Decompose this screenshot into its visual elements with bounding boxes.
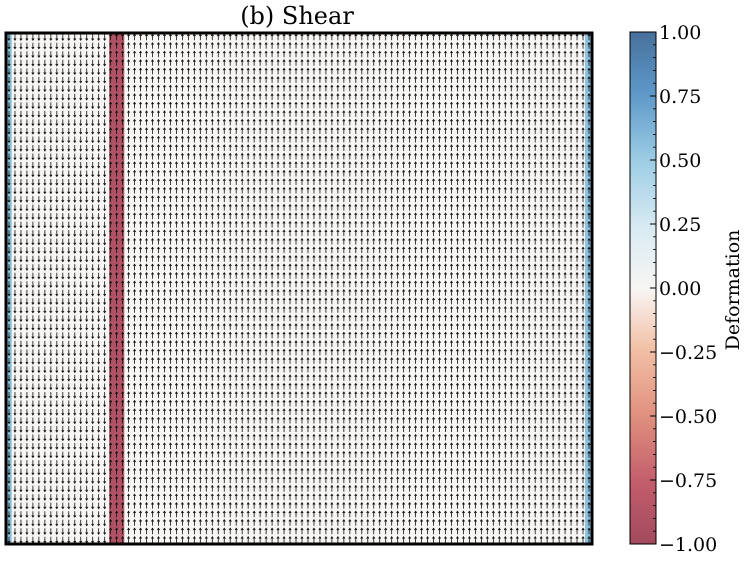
colorbar-tick-label-2: 0.75 xyxy=(659,86,701,108)
colorbar-tick-label-6: −0.25 xyxy=(659,342,717,364)
deformation-band-4 xyxy=(124,33,585,544)
colorbar-tick-label-5: 0.00 xyxy=(659,278,701,300)
colorbar-frame xyxy=(629,31,657,545)
deformation-bands xyxy=(6,33,592,544)
colorbar-tick-label-3: 0.50 xyxy=(659,150,701,172)
colorbar-tick-label-7: −0.50 xyxy=(659,406,717,428)
deformation-band-3 xyxy=(109,33,125,544)
chart-title: (b) Shear xyxy=(240,2,354,30)
plot-area xyxy=(4,31,594,546)
quiver-arrow-field xyxy=(7,33,591,544)
colorbar-tick-label-8: −0.75 xyxy=(659,470,717,492)
quiver-arrows xyxy=(7,33,591,544)
deformation-band-2 xyxy=(11,33,110,544)
colorbar-tick-label-9: −1.00 xyxy=(659,534,717,556)
colorbar-tick-label-4: 0.25 xyxy=(659,214,701,236)
plot-frame xyxy=(4,31,594,546)
colorbar-ticks: 1.00 0.75 0.50 0.25 0.00 −0.25 −0.50 −0.75 −1.00 xyxy=(650,22,717,556)
colorbar-tick-label-1: 1.00 xyxy=(659,22,701,44)
deformation-band-5 xyxy=(584,33,592,544)
deformation-band-1 xyxy=(6,33,12,544)
colorbar-label: Deformation xyxy=(722,230,744,351)
colorbar: 1.00 0.75 0.50 0.25 0.00 −0.25 −0.50 −0.75 −1.00… xyxy=(629,22,744,556)
